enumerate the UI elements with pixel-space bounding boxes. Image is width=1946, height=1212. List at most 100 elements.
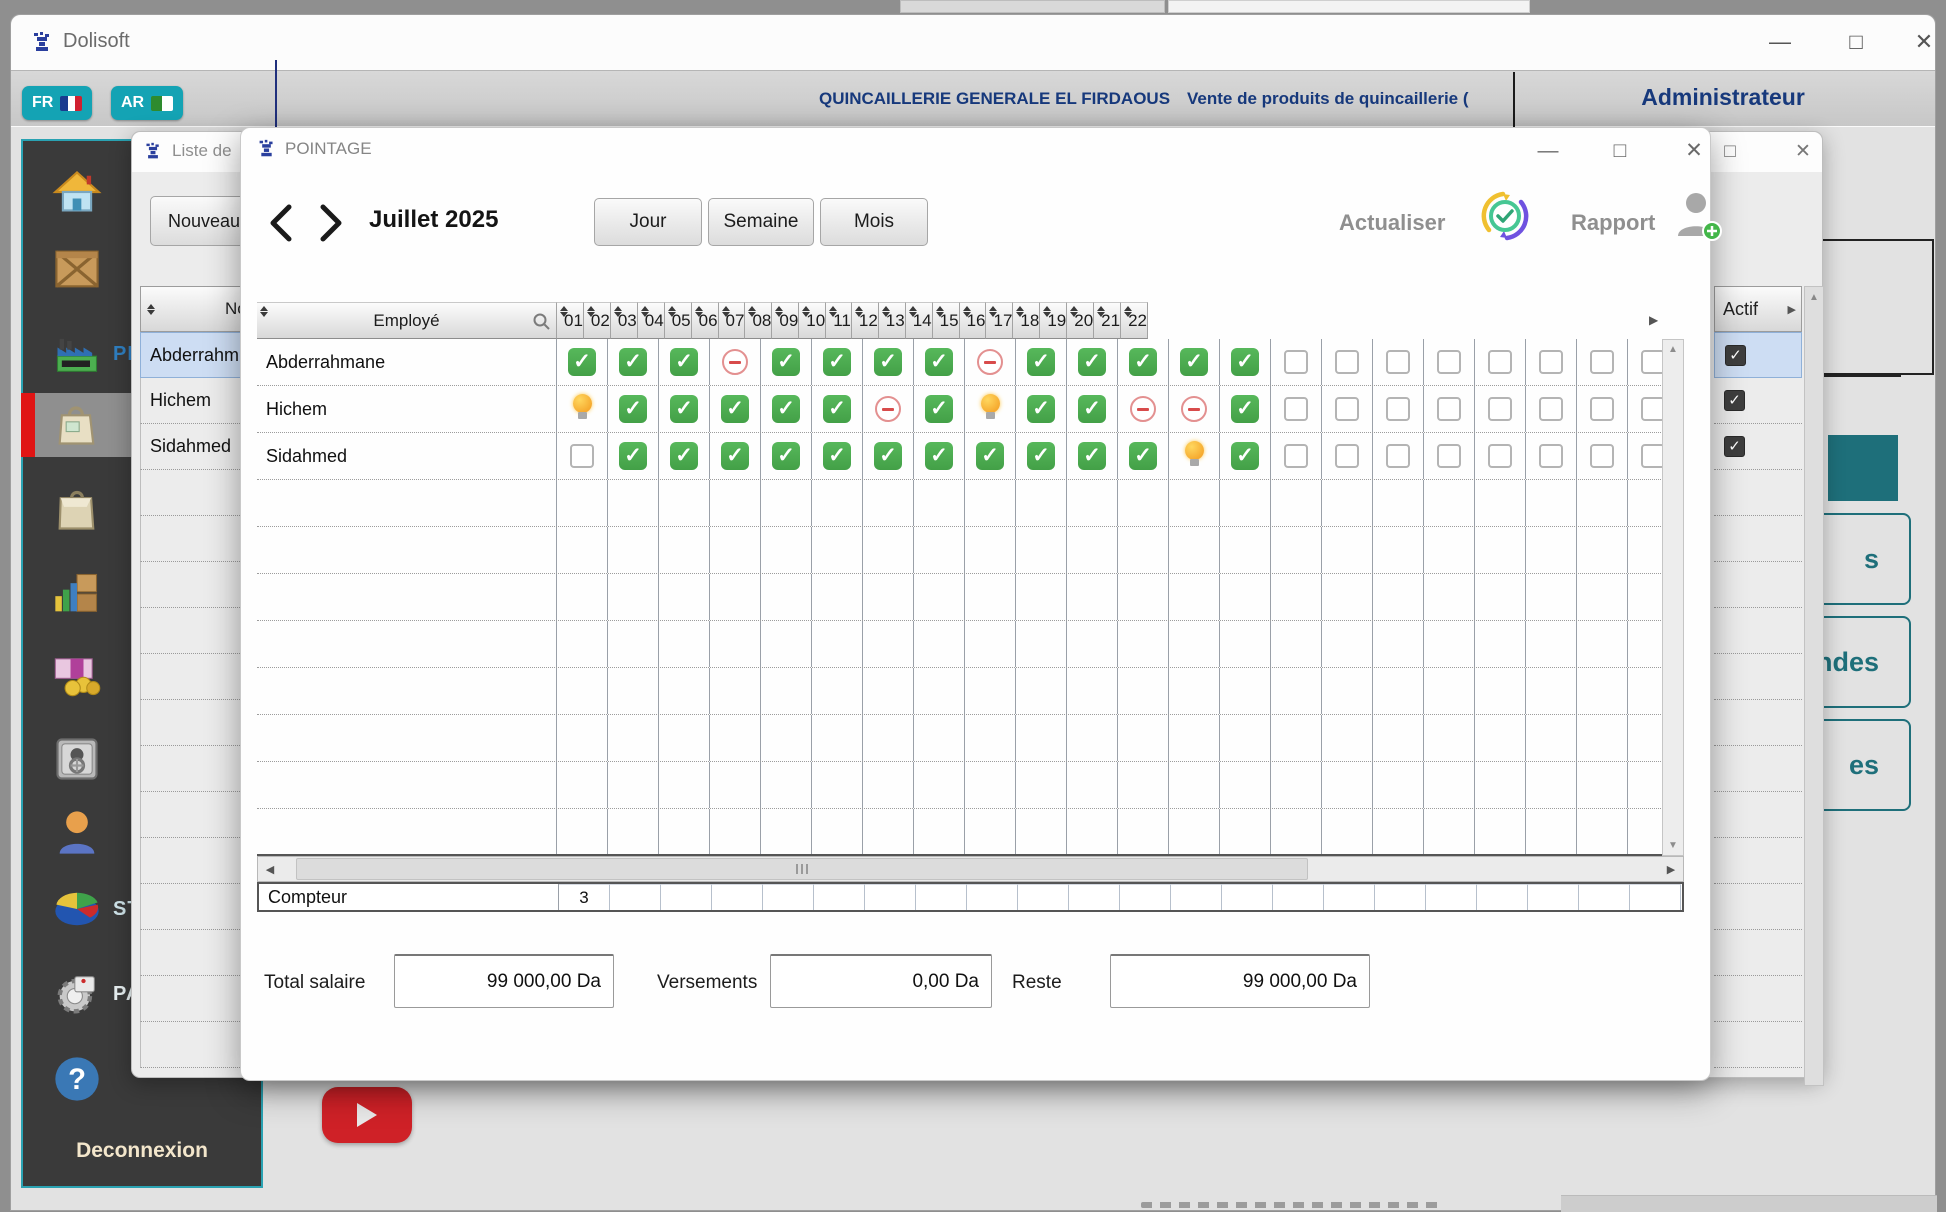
- present-check-icon[interactable]: ✓: [823, 348, 851, 376]
- attendance-cell[interactable]: [965, 386, 1016, 432]
- column-nav-icon[interactable]: ▶: [1649, 313, 1659, 327]
- day-column-header[interactable]: 09: [772, 302, 800, 339]
- sidebar-item-employees[interactable]: [37, 799, 257, 865]
- maximize-icon[interactable]: □: [1613, 139, 1627, 162]
- attendance-cell[interactable]: [1322, 339, 1373, 385]
- attendance-cell[interactable]: [710, 339, 761, 385]
- day-column-header[interactable]: 20: [1067, 302, 1095, 339]
- present-check-icon[interactable]: ✓: [1027, 442, 1055, 470]
- attendance-cell[interactable]: ✓: [863, 433, 914, 479]
- employee-name[interactable]: Abderrahmane: [257, 339, 557, 385]
- maximize-icon[interactable]: □: [1724, 141, 1736, 162]
- absent-minus-icon[interactable]: [722, 349, 748, 375]
- attendance-cell[interactable]: [1271, 386, 1322, 432]
- attendance-cell[interactable]: ✓: [1220, 433, 1271, 479]
- empty-day-checkbox[interactable]: [570, 444, 594, 468]
- attendance-cell[interactable]: ✓: [965, 433, 1016, 479]
- day-column-header[interactable]: 02: [583, 302, 611, 339]
- lang-fr-button[interactable]: FR: [22, 86, 93, 120]
- empty-day-checkbox[interactable]: [1641, 350, 1662, 374]
- versements-field[interactable]: 0,00 Da: [770, 954, 992, 1008]
- attendance-cell[interactable]: [1628, 386, 1662, 432]
- present-check-icon[interactable]: ✓: [1231, 442, 1259, 470]
- day-column-header[interactable]: 19: [1040, 302, 1068, 339]
- attendance-cell[interactable]: [1475, 386, 1526, 432]
- empty-day-checkbox[interactable]: [1539, 397, 1563, 421]
- scrollbar-thumb[interactable]: [296, 858, 1308, 880]
- attendance-cell[interactable]: ✓: [863, 339, 914, 385]
- maximize-icon[interactable]: □: [1849, 29, 1863, 54]
- day-column-header[interactable]: 05: [664, 302, 692, 339]
- employee-name[interactable]: Sidahmed: [257, 433, 557, 479]
- attendance-cell[interactable]: [1424, 339, 1475, 385]
- attendance-cell[interactable]: [863, 386, 914, 432]
- sidebar-item-caisse[interactable]: [37, 726, 257, 792]
- day-column-header[interactable]: 21: [1094, 302, 1122, 339]
- present-check-icon[interactable]: ✓: [772, 348, 800, 376]
- actif-checkbox-checked[interactable]: ✓: [1724, 436, 1745, 457]
- liste-vertical-scrollbar[interactable]: ▲: [1804, 286, 1824, 1086]
- attendance-cell[interactable]: [1628, 433, 1662, 479]
- day-column-header[interactable]: 22: [1121, 302, 1149, 339]
- empty-day-checkbox[interactable]: [1488, 397, 1512, 421]
- absent-minus-icon[interactable]: [1181, 396, 1207, 422]
- attendance-cell[interactable]: ✓: [1016, 386, 1067, 432]
- close-icon[interactable]: ✕: [1914, 29, 1934, 54]
- attendance-cell[interactable]: ✓: [557, 339, 608, 385]
- total-salaire-field[interactable]: 99 000,00 Da: [394, 954, 614, 1008]
- actif-checkbox-checked[interactable]: ✓: [1725, 344, 1746, 366]
- day-column-header[interactable]: 03: [610, 302, 638, 339]
- attendance-cell[interactable]: ✓: [761, 433, 812, 479]
- day-column-header[interactable]: 10: [799, 302, 827, 339]
- attendance-cell[interactable]: ✓: [1067, 339, 1118, 385]
- attendance-cell[interactable]: [1628, 339, 1662, 385]
- next-month-button[interactable]: [311, 200, 349, 246]
- close-icon[interactable]: ✕: [1795, 141, 1811, 162]
- present-check-icon[interactable]: ✓: [1027, 395, 1055, 423]
- attendance-cell[interactable]: [965, 339, 1016, 385]
- attendance-cell[interactable]: ✓: [1118, 433, 1169, 479]
- attendance-cell[interactable]: [1118, 386, 1169, 432]
- present-check-icon[interactable]: ✓: [619, 442, 647, 470]
- day-column-header[interactable]: 18: [1013, 302, 1041, 339]
- actif-row[interactable]: ✓: [1714, 424, 1802, 470]
- day-column-header[interactable]: 07: [718, 302, 746, 339]
- present-check-icon[interactable]: ✓: [823, 442, 851, 470]
- attendance-cell[interactable]: ✓: [710, 386, 761, 432]
- attendance-cell[interactable]: ✓: [1067, 386, 1118, 432]
- halfday-bulb-icon[interactable]: [978, 394, 1002, 424]
- empty-day-checkbox[interactable]: [1641, 397, 1662, 421]
- attendance-cell[interactable]: ✓: [608, 386, 659, 432]
- scroll-down-icon[interactable]: ▼: [1668, 840, 1678, 851]
- empty-day-checkbox[interactable]: [1437, 444, 1461, 468]
- day-column-header[interactable]: 04: [637, 302, 665, 339]
- present-check-icon[interactable]: ✓: [619, 348, 647, 376]
- present-check-icon[interactable]: ✓: [772, 442, 800, 470]
- column-options-icon[interactable]: ▶: [1787, 303, 1796, 316]
- day-column-header[interactable]: 14: [905, 302, 933, 339]
- attendance-cell[interactable]: ✓: [608, 433, 659, 479]
- attendance-cell[interactable]: ✓: [659, 339, 710, 385]
- scroll-right-icon[interactable]: ▶: [1666, 863, 1676, 876]
- horizontal-scrollbar[interactable]: ◀ ▶: [257, 856, 1684, 882]
- empty-day-checkbox[interactable]: [1284, 397, 1308, 421]
- present-check-icon[interactable]: ✓: [925, 395, 953, 423]
- minimize-icon[interactable]: —: [1769, 29, 1791, 54]
- sidebar-item-products[interactable]: [37, 236, 257, 302]
- scroll-up-icon[interactable]: ▲: [1668, 344, 1678, 355]
- empty-day-checkbox[interactable]: [1437, 397, 1461, 421]
- empty-day-checkbox[interactable]: [1284, 350, 1308, 374]
- attendance-cell[interactable]: ✓: [1016, 433, 1067, 479]
- day-column-header[interactable]: 13: [878, 302, 906, 339]
- attendance-cell[interactable]: [557, 433, 608, 479]
- empty-day-checkbox[interactable]: [1590, 444, 1614, 468]
- attendance-cell[interactable]: [1169, 386, 1220, 432]
- present-check-icon[interactable]: ✓: [1180, 348, 1208, 376]
- attendance-cell[interactable]: ✓: [914, 433, 965, 479]
- sidebar-item-help[interactable]: ?: [37, 1046, 257, 1112]
- attendance-cell[interactable]: ✓: [914, 339, 965, 385]
- absent-minus-icon[interactable]: [875, 396, 901, 422]
- attendance-cell[interactable]: [1475, 339, 1526, 385]
- present-check-icon[interactable]: ✓: [670, 442, 698, 470]
- view-jour-button[interactable]: Jour: [594, 198, 702, 246]
